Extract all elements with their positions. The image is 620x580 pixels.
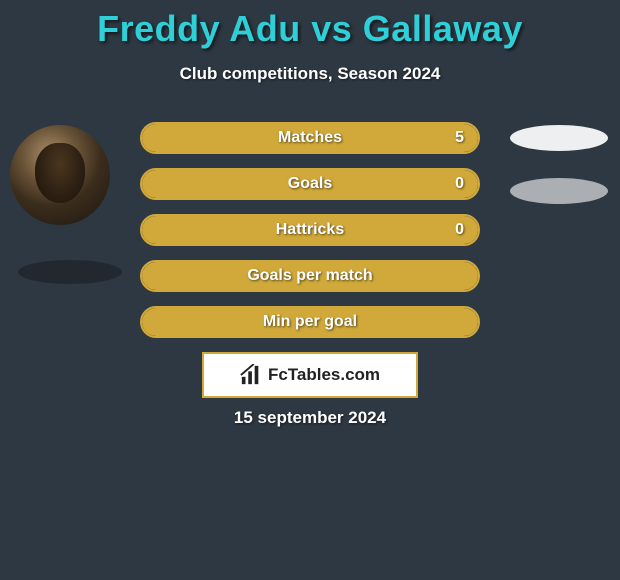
stat-label: Hattricks bbox=[276, 221, 344, 239]
side-pill-right-1 bbox=[510, 125, 608, 151]
stat-row-matches: Matches 5 bbox=[140, 122, 480, 154]
stats-container: Matches 5 Goals 0 Hattricks 0 Goals per … bbox=[140, 122, 480, 352]
stat-label: Goals bbox=[288, 175, 332, 193]
player-avatar-left bbox=[10, 125, 110, 225]
stat-label: Matches bbox=[278, 129, 342, 147]
stat-label: Min per goal bbox=[263, 313, 357, 331]
brand-text: FcTables.com bbox=[268, 365, 380, 385]
stat-value: 0 bbox=[455, 175, 464, 193]
avatar-shadow-left bbox=[18, 260, 122, 284]
brand-badge[interactable]: FcTables.com bbox=[202, 352, 418, 398]
stat-row-goals: Goals 0 bbox=[140, 168, 480, 200]
stat-row-min-per-goal: Min per goal bbox=[140, 306, 480, 338]
stat-row-hattricks: Hattricks 0 bbox=[140, 214, 480, 246]
subtitle: Club competitions, Season 2024 bbox=[0, 64, 620, 84]
stat-row-goals-per-match: Goals per match bbox=[140, 260, 480, 292]
date-text: 15 september 2024 bbox=[0, 408, 620, 428]
page-title: Freddy Adu vs Gallaway bbox=[0, 0, 620, 50]
stat-label: Goals per match bbox=[247, 267, 372, 285]
stat-value: 5 bbox=[455, 129, 464, 147]
bar-chart-icon bbox=[240, 364, 262, 386]
stat-value: 0 bbox=[455, 221, 464, 239]
side-pill-right-2 bbox=[510, 178, 608, 204]
